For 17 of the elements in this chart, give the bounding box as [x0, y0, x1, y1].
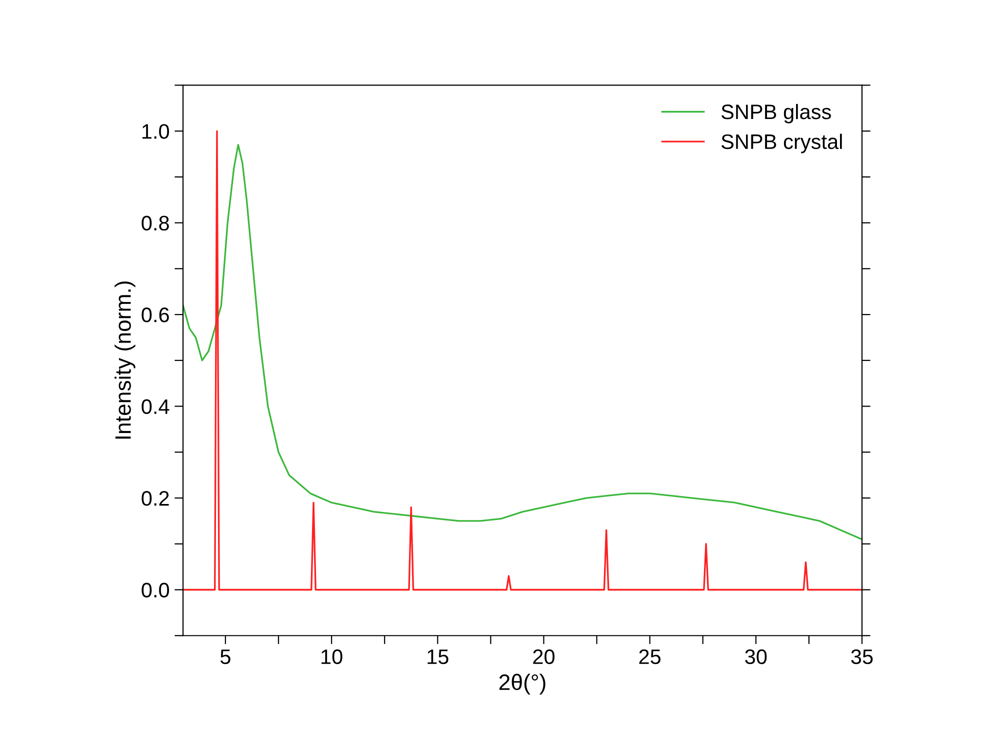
legend-label: SNPB glass — [721, 104, 831, 124]
x-tick-label: 15 — [428, 650, 448, 664]
x-tick-label: 20 — [533, 649, 554, 664]
x-tick-label: 30 — [745, 649, 767, 664]
x-axis-title: 2θ(°) — [499, 674, 546, 694]
x-tick-label: 35 — [851, 649, 873, 664]
y-tick-label: 0.0 — [142, 582, 170, 598]
y-tick-label: 0.8 — [142, 216, 169, 231]
x-tick-label: 10 — [322, 649, 342, 664]
legend-label: SNPB crystal — [721, 134, 842, 154]
y-tick-label: 0.6 — [142, 308, 169, 322]
x-tick-label: 5 — [220, 650, 230, 664]
y-tick-label: 0.4 — [142, 399, 170, 414]
x-tick-label: 25 — [639, 649, 661, 664]
y-tick-label: 1.0 — [142, 124, 170, 139]
y-tick-label: 0.2 — [142, 491, 169, 506]
y-axis-title: Intensity (norm.) — [114, 282, 136, 439]
